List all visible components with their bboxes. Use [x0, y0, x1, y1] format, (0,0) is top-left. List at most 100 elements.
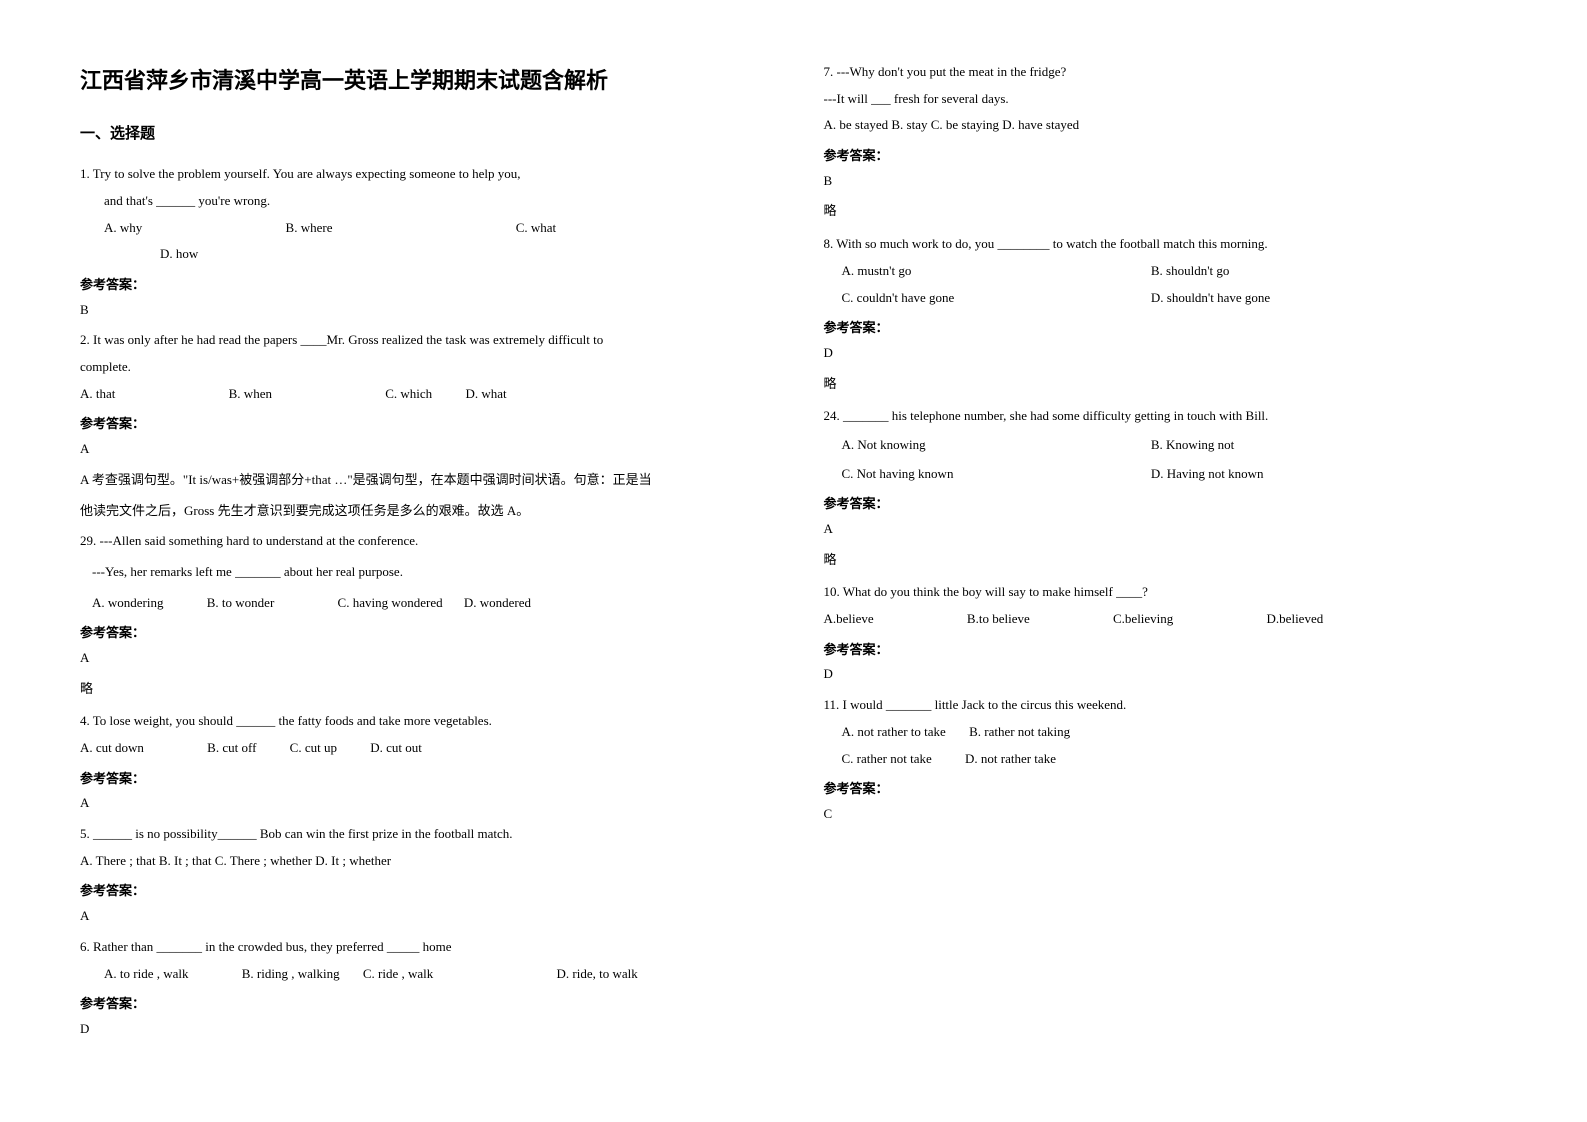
question-6: 6. Rather than _______ in the crowded bu…	[80, 935, 764, 986]
q10-opt-d: D.believed	[1267, 607, 1324, 632]
q2-stem-line2: complete.	[80, 355, 764, 380]
q3-stem-line2: ---Yes, her remarks left me _______ abou…	[80, 560, 764, 585]
q2-stem-line1: 2. It was only after he had read the pap…	[80, 328, 764, 353]
question-2: 2. It was only after he had read the pap…	[80, 328, 764, 406]
q1-opt-b: B. where	[286, 216, 333, 241]
q6-stem: 6. Rather than _______ in the crowded bu…	[80, 935, 764, 960]
q1-opt-a: A. why	[104, 216, 142, 241]
q1-stem-line1: 1. Try to solve the problem yourself. Yo…	[80, 162, 764, 187]
q6-answer: D	[80, 1017, 764, 1042]
q7-stem-line1: 7. ---Why don't you put the meat in the …	[824, 60, 1508, 85]
q10-opt-b: B.to believe	[967, 607, 1030, 632]
page-title: 江西省萍乡市清溪中学高一英语上学期期末试题含解析	[80, 60, 764, 102]
q2-opt-c: C. which	[385, 382, 432, 407]
q6-options: A. to ride , walk B. riding , walking C.…	[80, 962, 764, 987]
question-4: 4. To lose weight, you should ______ the…	[80, 709, 764, 760]
answer-label: 参考答案：	[824, 316, 1508, 341]
q8-opt-c: C. couldn't have gone	[842, 286, 1148, 311]
question-5: 5. ______ is no possibility______ Bob ca…	[80, 822, 764, 873]
q1-opt-d: D. how	[160, 242, 198, 267]
answer-label: 参考答案：	[80, 621, 764, 646]
answer-label: 参考答案：	[824, 638, 1508, 663]
q2-answer: A	[80, 437, 764, 462]
q1-opt-c: C. what	[516, 216, 556, 241]
q4-options: A. cut down B. cut off C. cut up D. cut …	[80, 736, 764, 761]
q2-explain-2: 他读完文件之后，Gross 先生才意识到要完成这项任务是多么的艰难。故选 A。	[80, 499, 764, 524]
q1-answer: B	[80, 298, 764, 323]
answer-label: 参考答案：	[824, 144, 1508, 169]
q6-opt-c: C. ride , walk	[363, 962, 433, 987]
q6-opt-b: B. riding , walking	[242, 962, 340, 987]
q9-answer: A	[824, 517, 1508, 542]
q2-opt-b: B. when	[229, 382, 272, 407]
q10-opt-a: A.believe	[824, 607, 874, 632]
q2-opt-d: D. what	[465, 382, 506, 407]
q11-answer: C	[824, 802, 1508, 827]
q8-opt-b: B. shouldn't go	[1151, 259, 1457, 284]
q3-answer: A	[80, 646, 764, 671]
q11-options-row1: A. not rather to take B. rather not taki…	[824, 720, 1508, 745]
lue: 略	[824, 548, 1508, 573]
q6-opt-a: A. to ride , walk	[104, 962, 188, 987]
q8-answer: D	[824, 341, 1508, 366]
q2-explain-1: A 考查强调句型。"It is/was+被强调部分+that …"是强调句型，在…	[80, 468, 764, 493]
q4-opt-d: D. cut out	[370, 736, 422, 761]
q9-options-row2: C. Not having known D. Having not known	[824, 462, 1508, 487]
q8-options-row2: C. couldn't have gone D. shouldn't have …	[824, 286, 1508, 311]
q11-opt-b: B. rather not taking	[969, 720, 1070, 745]
q5-answer: A	[80, 904, 764, 929]
answer-label: 参考答案：	[80, 412, 764, 437]
q11-opt-d: D. not rather take	[965, 747, 1056, 772]
q11-opt-a: A. not rather to take	[842, 720, 946, 745]
q3-opt-b: B. to wonder	[207, 591, 275, 616]
answer-label: 参考答案：	[80, 273, 764, 298]
lue: 略	[824, 199, 1508, 224]
q11-stem: 11. I would _______ little Jack to the c…	[824, 693, 1508, 718]
q7-answer: B	[824, 169, 1508, 194]
q10-opt-c: C.believing	[1113, 607, 1173, 632]
q2-options: A. that B. when C. which D. what	[80, 382, 764, 407]
answer-label: 参考答案：	[80, 992, 764, 1017]
question-1: 1. Try to solve the problem yourself. Yo…	[80, 162, 764, 267]
q9-opt-d: D. Having not known	[1151, 462, 1457, 487]
q5-stem: 5. ______ is no possibility______ Bob ca…	[80, 822, 764, 847]
lue: 略	[80, 677, 764, 702]
question-10: 10. What do you think the boy will say t…	[824, 580, 1508, 631]
q6-opt-d: D. ride, to walk	[557, 962, 638, 987]
lue: 略	[824, 372, 1508, 397]
q9-opt-b: B. Knowing not	[1151, 433, 1457, 458]
q3-stem-line1: 29. ---Allen said something hard to unde…	[80, 529, 764, 554]
question-9: 24. _______ his telephone number, she ha…	[824, 404, 1508, 486]
q8-stem: 8. With so much work to do, you ________…	[824, 232, 1508, 257]
answer-label: 参考答案：	[824, 492, 1508, 517]
q10-stem: 10. What do you think the boy will say t…	[824, 580, 1508, 605]
q4-opt-c: C. cut up	[290, 736, 337, 761]
q3-opt-a: A. wondering	[92, 591, 164, 616]
q3-opt-d: D. wondered	[464, 591, 531, 616]
question-3: 29. ---Allen said something hard to unde…	[80, 529, 764, 615]
q7-options: A. be stayed B. stay C. be staying D. ha…	[824, 113, 1508, 138]
q10-options: A.believe B.to believe C.believing D.bel…	[824, 607, 1508, 632]
answer-label: 参考答案：	[80, 767, 764, 792]
q11-options-row2: C. rather not take D. not rather take	[824, 747, 1508, 772]
q8-options-row1: A. mustn't go B. shouldn't go	[824, 259, 1508, 284]
q3-opt-c: C. having wondered	[338, 591, 443, 616]
q8-opt-d: D. shouldn't have gone	[1151, 286, 1457, 311]
q8-opt-a: A. mustn't go	[842, 259, 1148, 284]
q4-opt-a: A. cut down	[80, 736, 144, 761]
q9-options-row1: A. Not knowing B. Knowing not	[824, 433, 1508, 458]
q11-opt-c: C. rather not take	[842, 747, 932, 772]
q9-opt-c: C. Not having known	[842, 462, 1148, 487]
q1-options-2: D. how	[80, 242, 764, 267]
q7-stem-line2: ---It will ___ fresh for several days.	[824, 87, 1508, 112]
question-7: 7. ---Why don't you put the meat in the …	[824, 60, 1508, 138]
q4-answer: A	[80, 791, 764, 816]
answer-label: 参考答案：	[824, 777, 1508, 802]
q9-stem: 24. _______ his telephone number, she ha…	[824, 404, 1508, 429]
question-8: 8. With so much work to do, you ________…	[824, 232, 1508, 310]
q1-options: A. why B. where C. what	[80, 216, 764, 241]
question-11: 11. I would _______ little Jack to the c…	[824, 693, 1508, 771]
answer-label: 参考答案：	[80, 879, 764, 904]
q1-stem-line2: and that's ______ you're wrong.	[80, 189, 764, 214]
section-heading: 一、选择题	[80, 120, 764, 149]
